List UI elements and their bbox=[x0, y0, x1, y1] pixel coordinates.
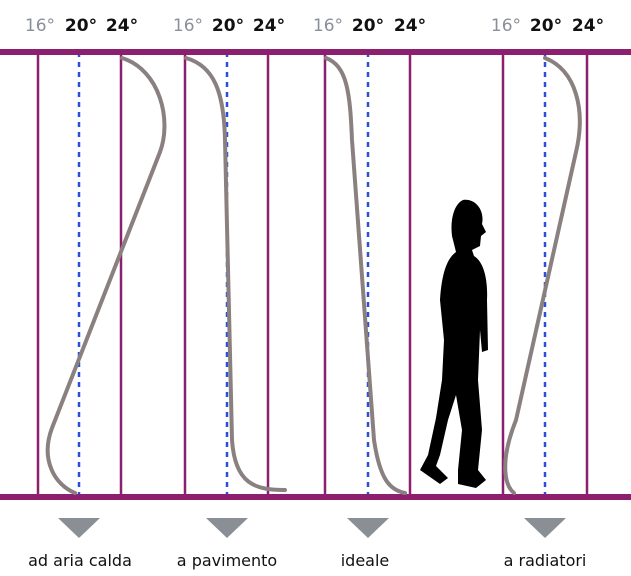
tick-label: 24° bbox=[394, 16, 426, 36]
panel-label: ideale bbox=[341, 551, 390, 570]
temperature-curve bbox=[48, 58, 165, 493]
person-silhouette bbox=[420, 200, 488, 488]
tick-label: 16° bbox=[313, 16, 343, 36]
grid bbox=[0, 52, 631, 497]
arrow-marker bbox=[58, 518, 100, 538]
tick-label: 16° bbox=[25, 16, 55, 36]
tick-label: 20° bbox=[212, 16, 244, 36]
diagram: 16° 20° 24° 16° 20° 24° 16° 20° 24° 16° … bbox=[0, 0, 631, 576]
tick-label: 24° bbox=[572, 16, 604, 36]
arrow-marker bbox=[524, 518, 566, 538]
temperature-curve bbox=[326, 58, 405, 493]
temperature-curve bbox=[186, 58, 285, 490]
panel-label: ad aria calda bbox=[28, 551, 132, 570]
tick-label: 16° bbox=[491, 16, 521, 36]
page: 16° 20° 24° 16° 20° 24° 16° 20° 24° 16° … bbox=[0, 0, 631, 576]
tick-label: 24° bbox=[253, 16, 285, 36]
panel-label: a radiatori bbox=[504, 551, 587, 570]
arrow-marker bbox=[206, 518, 248, 538]
tick-label: 24° bbox=[106, 16, 138, 36]
tick-label: 20° bbox=[530, 16, 562, 36]
temperature-curve bbox=[505, 58, 579, 493]
arrow-marker bbox=[347, 518, 389, 538]
tick-label: 16° bbox=[173, 16, 203, 36]
tick-label: 20° bbox=[352, 16, 384, 36]
tick-label: 20° bbox=[65, 16, 97, 36]
panel-label: a pavimento bbox=[177, 551, 277, 570]
